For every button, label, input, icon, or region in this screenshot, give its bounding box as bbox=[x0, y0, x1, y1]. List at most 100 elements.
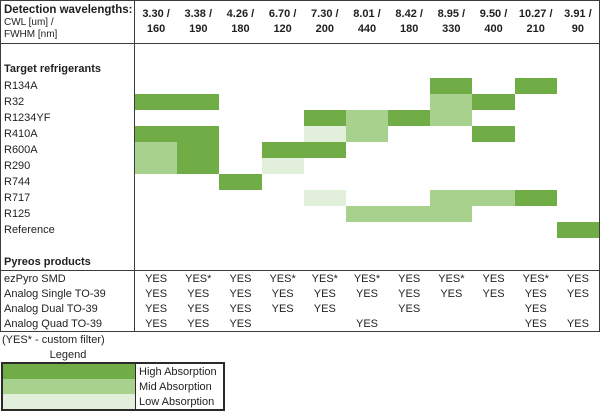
heatmap-cell-r717-col2 bbox=[177, 190, 219, 206]
wavelength-header-col-5: 7.30 / 200 bbox=[303, 1, 346, 44]
heatmap-cell-r717-col10 bbox=[514, 190, 557, 206]
fwhm-value: 90 bbox=[571, 23, 585, 35]
cwl-value: 8.01 / bbox=[353, 8, 381, 21]
cwl-value: 3.30 / bbox=[142, 8, 170, 21]
heatmap-cell-r125-col4 bbox=[262, 206, 304, 222]
heatmap-cell-r717-col4 bbox=[262, 190, 304, 206]
yes-cell-analog-quad-to-39-col2: YES bbox=[187, 317, 210, 330]
legend-label-low: Low Absorption bbox=[139, 395, 215, 408]
fwhm-value: 400 bbox=[484, 23, 503, 35]
heatmap-cell-r1234yf-col3 bbox=[219, 110, 261, 126]
heatmap-cell-r290-col9 bbox=[472, 158, 514, 174]
yes-cell-analog-single-to-39-col2: YES bbox=[187, 287, 210, 300]
heatmap-cell-r32-col7 bbox=[388, 94, 430, 110]
product-label-analog-quad-to-39: Analog Quad TO-39 bbox=[1, 316, 135, 331]
heatmap-cell-r410a-col4 bbox=[262, 126, 304, 142]
heatmap-cell-r134a-col2 bbox=[177, 78, 219, 94]
heatmap-cell-reference-col8 bbox=[430, 222, 472, 238]
gap-label-cell-2 bbox=[1, 238, 135, 254]
yes-cell-analog-dual-to-39-col7: YES bbox=[398, 302, 421, 315]
yes-cell-ezpyro-smd-col7: YES bbox=[398, 272, 421, 285]
heatmap-cell-r600a-col10 bbox=[515, 142, 557, 158]
detection-wavelengths-header: Detection wavelengths: CWL [um] / FWHM [nm… bbox=[1, 1, 135, 44]
yes-cell-analog-quad-to-39-col9 bbox=[472, 316, 514, 331]
heatmap-cell-r600a-col8 bbox=[430, 142, 472, 158]
wavelength-header-col-2: 3.38 / 190 bbox=[177, 1, 220, 44]
wavelength-header-col-10: 10.27 / 210 bbox=[514, 1, 557, 44]
yes-cell-analog-single-to-39-col3: YES bbox=[229, 287, 252, 300]
yes-cell-analog-quad-to-39-col7 bbox=[388, 316, 430, 331]
heatmap-cell-r125-col3 bbox=[219, 206, 261, 222]
yes-cell-ezpyro-smd-col6: YES* bbox=[353, 272, 381, 285]
yes-cell-analog-single-to-39-col6: YES bbox=[355, 287, 378, 300]
gap-data-cell bbox=[135, 44, 599, 60]
pyreos-products-section-label: Pyreos products bbox=[1, 254, 135, 271]
heatmap-cell-r744-col3 bbox=[219, 174, 262, 190]
fwhm-value: 330 bbox=[442, 23, 461, 35]
heatmap-cell-r410a-col7 bbox=[388, 126, 430, 142]
heatmap-cell-r32-col3 bbox=[219, 94, 261, 110]
wavelength-header-col-3: 4.26 / 180 bbox=[219, 1, 262, 44]
yes-cell-ezpyro-smd-col2: YES* bbox=[185, 272, 212, 285]
heatmap-cell-r134a-col11 bbox=[557, 78, 599, 94]
heatmap-cell-r600a-col5 bbox=[303, 142, 346, 158]
heatmap-cell-r744-col2 bbox=[177, 174, 219, 190]
heatmap-cell-r410a-col5 bbox=[303, 126, 346, 142]
heatmap-cell-r744-col1 bbox=[135, 174, 177, 190]
heatmap-cell-r1234yf-col7 bbox=[388, 110, 431, 126]
heatmap-cell-r125-col6 bbox=[345, 206, 389, 222]
yes-cell-ezpyro-smd-col11: YES bbox=[566, 272, 589, 285]
yes-cell-analog-single-to-39-col9: YES bbox=[482, 287, 505, 300]
yes-cell-analog-dual-to-39-col1: YES bbox=[145, 302, 168, 315]
main-table: Detection wavelengths: CWL [um] / FWHM [nm… bbox=[0, 0, 600, 332]
refrigerant-label-r32: R32 bbox=[1, 94, 135, 110]
heatmap-cell-r290-col11 bbox=[557, 158, 599, 174]
heatmap-cell-r717-col9 bbox=[472, 190, 515, 206]
heatmap-cell-r744-col9 bbox=[472, 174, 514, 190]
heatmap-cell-r600a-col7 bbox=[388, 142, 430, 158]
custom-filter-footnote: (YES* - custom filter) bbox=[2, 334, 105, 346]
fwhm-value: 120 bbox=[273, 23, 292, 35]
wavelength-header-col-7: 8.42 / 180 bbox=[388, 1, 431, 44]
cwl-value: 8.42 / bbox=[395, 8, 423, 21]
fwhm-value: 160 bbox=[146, 23, 166, 35]
refrigerant-label-reference: Reference bbox=[1, 222, 135, 238]
heatmap-cell-r744-col5 bbox=[304, 174, 346, 190]
heatmap-cell-r410a-col3 bbox=[219, 126, 261, 142]
product-label-analog-single-to-39: Analog Single TO-39 bbox=[1, 286, 135, 301]
heatmap-cell-r744-col11 bbox=[557, 174, 599, 190]
cwl-value: 3.38 / bbox=[184, 8, 213, 21]
gap-label-cell bbox=[1, 44, 135, 60]
wavelength-header-col-8: 8.95 / 330 bbox=[430, 1, 473, 44]
heatmap-cell-r1234yf-col1 bbox=[135, 110, 177, 126]
yes-cell-analog-quad-to-39-col11: YES bbox=[566, 317, 589, 330]
heatmap-cell-r290-col6 bbox=[346, 158, 388, 174]
yes-cell-analog-quad-to-39-col5 bbox=[304, 316, 346, 331]
legend-swatch-low bbox=[3, 394, 136, 409]
header-title: Detection wavelengths: bbox=[4, 3, 133, 16]
cwl-value: 7.30 / bbox=[311, 8, 339, 21]
heatmap-cell-r600a-col3 bbox=[219, 142, 261, 158]
heatmap-cell-r1234yf-col11 bbox=[557, 110, 599, 126]
heatmap-cell-r744-col6 bbox=[346, 174, 388, 190]
heatmap-cell-r717-col3 bbox=[219, 190, 261, 206]
heatmap-cell-r134a-col10 bbox=[514, 78, 557, 94]
heatmap-cell-r744-col7 bbox=[388, 174, 430, 190]
heatmap-cell-r1234yf-col2 bbox=[177, 110, 219, 126]
heatmap-cell-r32-col2 bbox=[177, 94, 220, 110]
heatmap-cell-r125-col1 bbox=[135, 206, 177, 222]
cwl-value: 4.26 / bbox=[226, 8, 255, 21]
refrigerant-label-r410a: R410A bbox=[1, 126, 135, 142]
legend-label-mid: Mid Absorption bbox=[139, 380, 212, 393]
heatmap-cell-r32-col9 bbox=[472, 94, 515, 110]
yes-cell-analog-single-to-39-col7: YES bbox=[398, 287, 421, 300]
yes-cell-ezpyro-smd-col9: YES bbox=[482, 272, 505, 285]
heatmap-cell-r600a-col2 bbox=[177, 142, 220, 158]
refrigerant-label-r1234yf: R1234YF bbox=[1, 110, 135, 126]
heatmap-cell-r744-col10 bbox=[515, 174, 557, 190]
heatmap-cell-r410a-col10 bbox=[515, 126, 557, 142]
heatmap-cell-r600a-col9 bbox=[472, 142, 514, 158]
yes-cell-analog-dual-to-39-col10: YES bbox=[524, 302, 547, 315]
heatmap-cell-r1234yf-col4 bbox=[262, 110, 304, 126]
heatmap-cell-r744-col4 bbox=[262, 174, 304, 190]
